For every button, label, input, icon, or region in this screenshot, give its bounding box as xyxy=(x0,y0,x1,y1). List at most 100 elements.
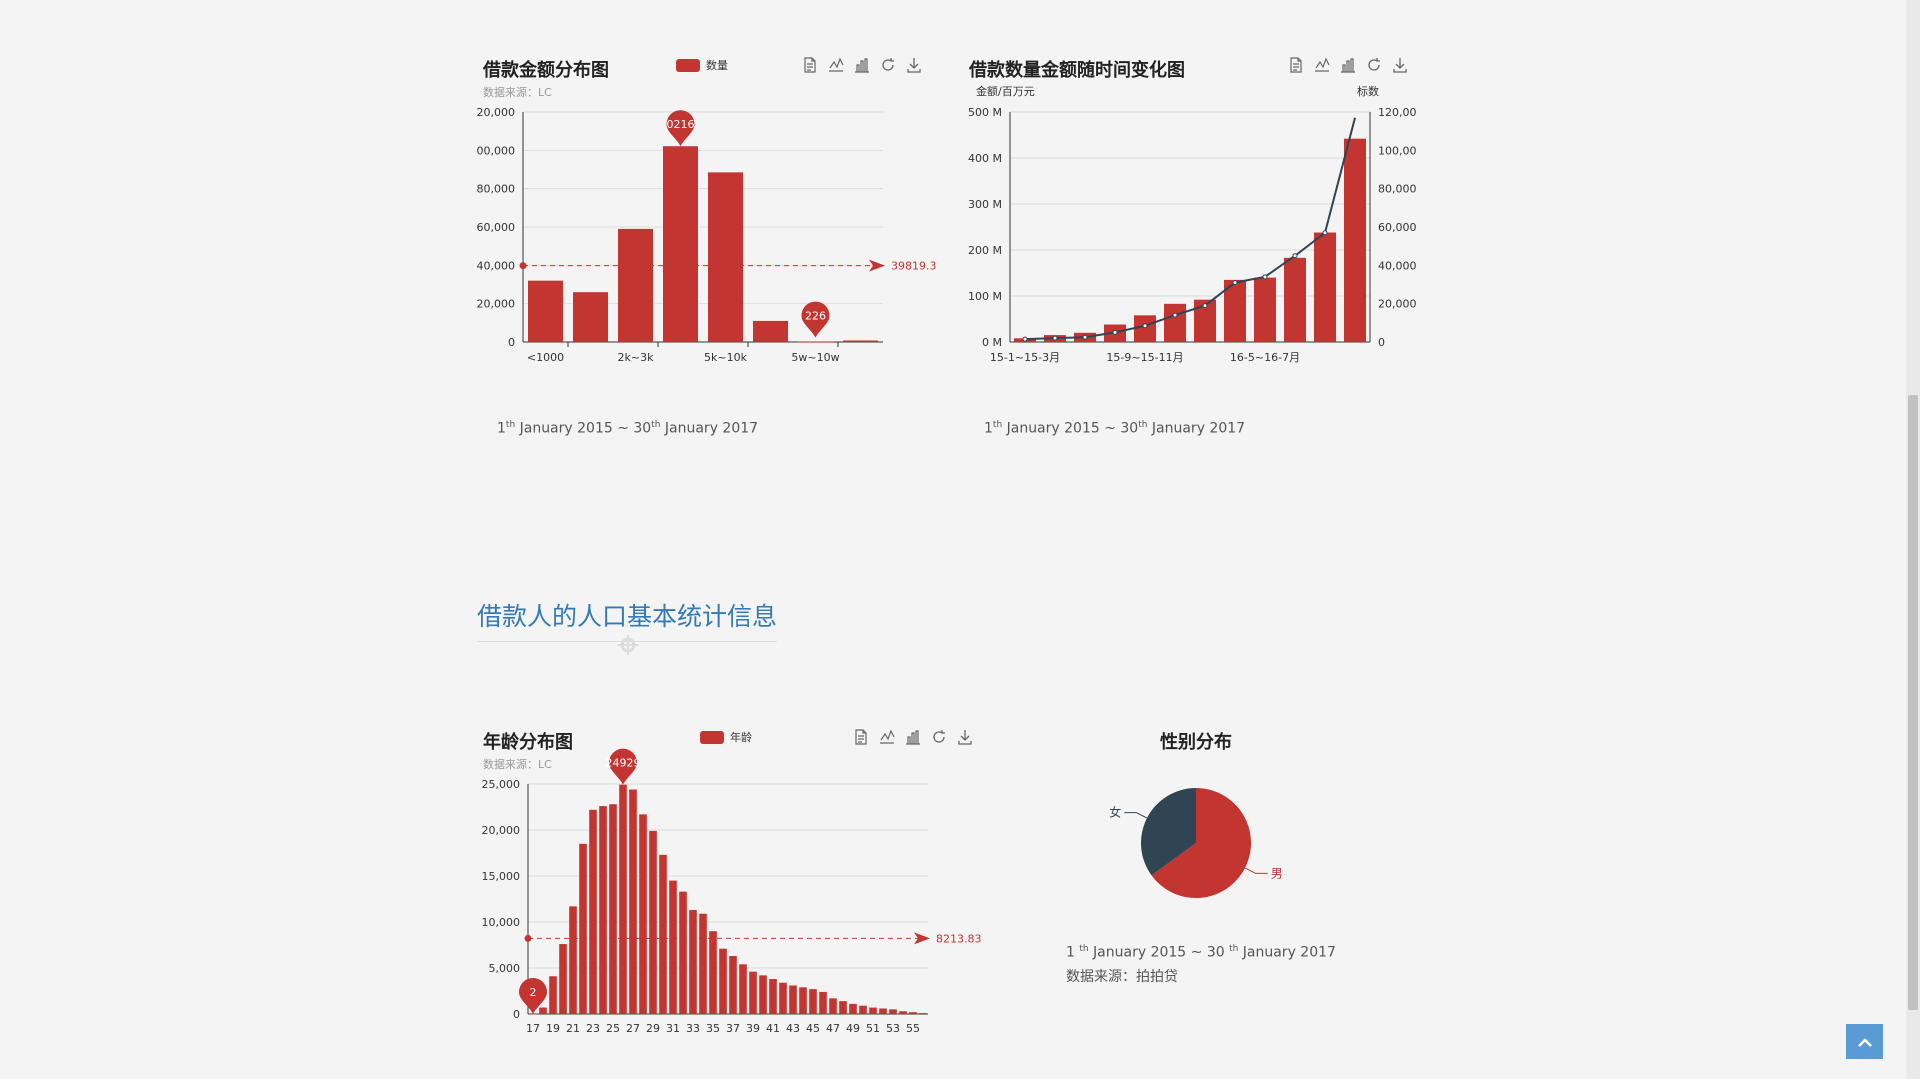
line-point xyxy=(1172,312,1178,318)
chart2-toolbox xyxy=(1287,56,1409,74)
mark-point-max xyxy=(666,110,695,147)
bar xyxy=(639,814,647,1014)
data-view-icon[interactable] xyxy=(1287,56,1305,74)
bar xyxy=(909,1012,917,1014)
x-tick-label: 15-9~15-11月 xyxy=(1106,351,1183,364)
bar xyxy=(1134,315,1156,342)
bar xyxy=(1344,138,1366,342)
line-chart-icon[interactable] xyxy=(878,728,896,746)
x-tick-label: 21 xyxy=(566,1022,580,1035)
y-tick-label: 80,000 xyxy=(477,183,516,196)
x-tick-label: 29 xyxy=(646,1022,660,1035)
bar xyxy=(739,964,747,1014)
chart3-legend[interactable]: 年龄 xyxy=(700,729,752,745)
bar xyxy=(649,830,657,1014)
bar xyxy=(1164,303,1186,342)
bar xyxy=(1314,232,1336,342)
line-point xyxy=(1262,274,1268,280)
x-tick-label: 39 xyxy=(746,1022,760,1035)
bar xyxy=(829,998,837,1014)
data-view-icon[interactable] xyxy=(801,56,819,74)
mark-point-min xyxy=(801,301,830,338)
bar xyxy=(809,989,817,1014)
mark-point-max-label: 24929 xyxy=(606,757,641,770)
pie-label-line xyxy=(1124,812,1148,819)
mark-line-arrow xyxy=(869,259,885,272)
y-right-tick-label: 60,000 xyxy=(1378,221,1417,234)
download-icon[interactable] xyxy=(956,728,974,746)
y-right-tick-label: 100,00 xyxy=(1378,144,1417,157)
bar xyxy=(779,982,787,1014)
bar xyxy=(659,854,667,1014)
bar xyxy=(618,228,653,342)
bar xyxy=(579,843,587,1014)
x-tick-label: 15-1~15-3月 xyxy=(990,351,1060,364)
refresh-icon[interactable] xyxy=(879,56,897,74)
bar xyxy=(839,1001,847,1014)
bar xyxy=(689,910,697,1014)
data-view-icon[interactable] xyxy=(852,728,870,746)
chart1-subtitle: 数据来源：LC xyxy=(483,86,552,99)
bar xyxy=(798,341,833,343)
bar xyxy=(619,784,627,1014)
back-to-top-button[interactable] xyxy=(1846,1024,1883,1059)
bar xyxy=(729,956,737,1014)
bar xyxy=(1254,277,1276,342)
y-left-tick-label: 400 M xyxy=(968,152,1002,165)
x-tick-label: 23 xyxy=(586,1022,600,1035)
chart3-subtitle: 数据来源：LC xyxy=(483,758,552,771)
x-tick-label: 16-5~16-7月 xyxy=(1230,351,1300,364)
bar xyxy=(719,948,727,1014)
pie-label: 男 xyxy=(1271,866,1283,880)
bar xyxy=(1194,299,1216,342)
bar xyxy=(749,971,757,1014)
y-tick-label: 40,000 xyxy=(477,259,516,272)
line-chart-icon[interactable] xyxy=(827,56,845,74)
line-point xyxy=(1022,336,1028,342)
line-point xyxy=(1142,323,1148,329)
bar xyxy=(529,1013,537,1015)
line-chart-icon[interactable] xyxy=(1313,56,1331,74)
refresh-icon[interactable] xyxy=(930,728,948,746)
x-tick-label: 25 xyxy=(606,1022,620,1035)
y-tick-label: 15,000 xyxy=(482,870,521,883)
pie-slice xyxy=(1141,788,1196,876)
bar xyxy=(663,146,698,342)
bar-chart-icon[interactable] xyxy=(1339,56,1357,74)
download-icon[interactable] xyxy=(905,56,923,74)
chart1-title: 借款金额分布图 xyxy=(483,60,609,81)
y-right-tick-label: 40,000 xyxy=(1378,259,1417,272)
chart3-title: 年龄分布图 xyxy=(483,732,573,753)
refresh-icon[interactable] xyxy=(1365,56,1383,74)
mark-point-max-label: 0216 xyxy=(667,118,695,131)
bar-chart-icon[interactable] xyxy=(904,728,922,746)
bar-chart-icon[interactable] xyxy=(853,56,871,74)
scrollbar-track[interactable] xyxy=(1906,0,1920,1079)
download-icon[interactable] xyxy=(1391,56,1409,74)
chart1-plot: 0 20,000 40,000 60,000 80,000 00,000 20,000 <10… xyxy=(477,106,937,364)
bar xyxy=(869,1007,877,1014)
pie-slice xyxy=(1151,788,1251,898)
bar xyxy=(859,1005,867,1014)
x-tick-label: 5k~10k xyxy=(704,351,748,364)
x-tick-label: 37 xyxy=(726,1022,740,1035)
y-right-tick-label: 80,000 xyxy=(1378,183,1417,196)
line-point xyxy=(1112,329,1118,335)
chart1-toolbox xyxy=(801,56,923,74)
scrollbar-thumb[interactable] xyxy=(1908,395,1918,1010)
bar xyxy=(528,280,563,342)
y-left-tick-label: 0 M xyxy=(982,336,1002,349)
bar xyxy=(753,320,788,342)
x-tick-label: 41 xyxy=(766,1022,780,1035)
x-tick-label: 53 xyxy=(886,1022,900,1035)
x-tick-label: 45 xyxy=(806,1022,820,1035)
bar xyxy=(919,1013,927,1014)
bar xyxy=(629,789,637,1014)
line-point xyxy=(1322,230,1328,236)
y-tick-label: 0 xyxy=(513,1008,520,1021)
mark-line-label: 8213.83 xyxy=(936,932,982,945)
chart3-toolbox xyxy=(852,728,974,746)
chart1-legend[interactable]: 数量 xyxy=(676,57,728,73)
bar xyxy=(709,931,717,1014)
